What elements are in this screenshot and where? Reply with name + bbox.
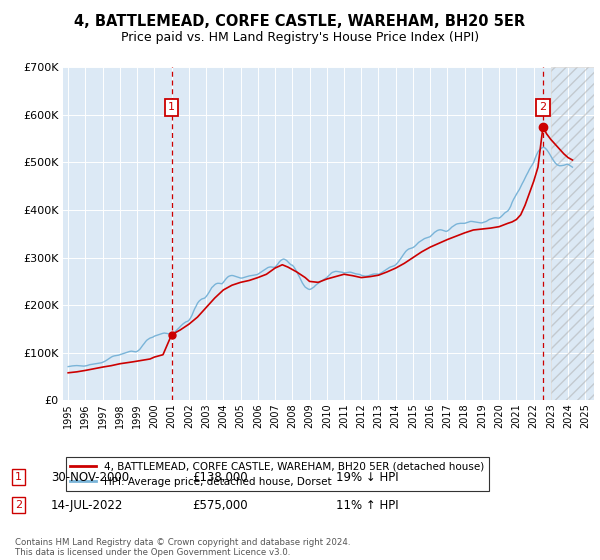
Text: £575,000: £575,000 <box>192 498 248 512</box>
Text: 4, BATTLEMEAD, CORFE CASTLE, WAREHAM, BH20 5ER: 4, BATTLEMEAD, CORFE CASTLE, WAREHAM, BH… <box>74 14 526 29</box>
Text: 19% ↓ HPI: 19% ↓ HPI <box>336 470 398 484</box>
Text: 11% ↑ HPI: 11% ↑ HPI <box>336 498 398 512</box>
Text: 2: 2 <box>539 102 547 112</box>
Text: 2: 2 <box>15 500 22 510</box>
Text: Price paid vs. HM Land Registry's House Price Index (HPI): Price paid vs. HM Land Registry's House … <box>121 31 479 44</box>
Text: Contains HM Land Registry data © Crown copyright and database right 2024.
This d: Contains HM Land Registry data © Crown c… <box>15 538 350 557</box>
Text: 30-NOV-2000: 30-NOV-2000 <box>51 470 129 484</box>
Text: 1: 1 <box>168 102 175 112</box>
Text: 14-JUL-2022: 14-JUL-2022 <box>51 498 124 512</box>
Legend: 4, BATTLEMEAD, CORFE CASTLE, WAREHAM, BH20 5ER (detached house), HPI: Average pr: 4, BATTLEMEAD, CORFE CASTLE, WAREHAM, BH… <box>65 458 488 491</box>
Text: 1: 1 <box>15 472 22 482</box>
Text: £138,000: £138,000 <box>192 470 248 484</box>
